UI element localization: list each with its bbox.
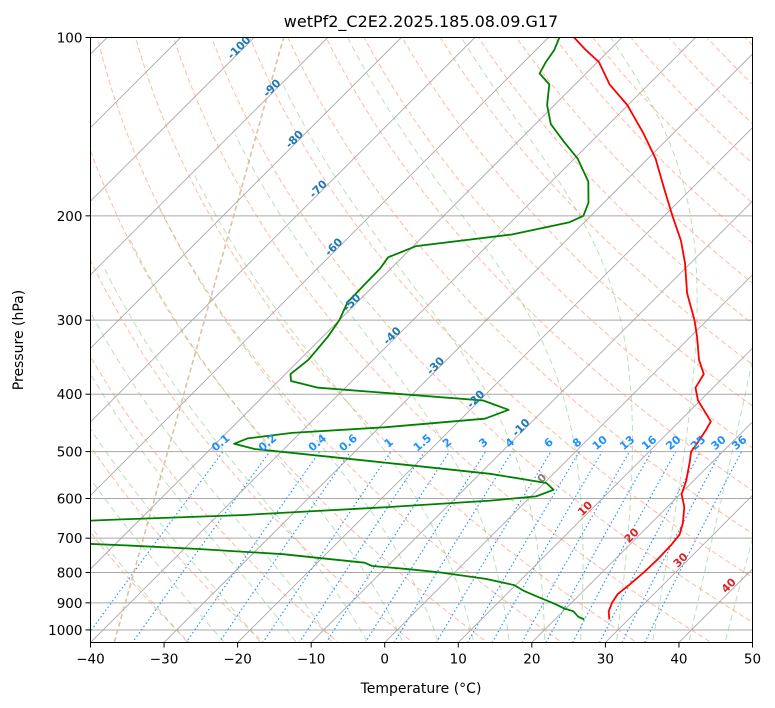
plot-area: 0.1 0.2 0.4 0.6 1 1.5 2 3 4 6 8 10 13 16 20 25 30 36-100-…	[90, 37, 753, 643]
mixing-ratio-lines	[90, 451, 743, 643]
isotherm-line	[90, 37, 476, 423]
moist-adiabat-line	[128, 237, 404, 643]
mixing-ratio-line	[393, 451, 513, 643]
moist-adiabat-line	[234, 134, 510, 643]
isotherm-line	[90, 37, 255, 202]
moist-adiabat-line	[347, 37, 584, 643]
temperature-profile-line	[573, 37, 712, 620]
y-tick-label: 700	[57, 531, 83, 547]
dry-adiabat-line	[211, 37, 753, 623]
y-tick-label: 1000	[48, 623, 82, 639]
isotherm-line	[90, 37, 623, 570]
moist-adiabat-line	[724, 536, 753, 643]
y-axis-title: Pressure (hPa)	[11, 290, 27, 390]
dry-adiabat-line	[325, 37, 753, 492]
mixing-ratio-line	[325, 451, 450, 643]
isotherm-line	[605, 494, 753, 643]
y-tick-label: 900	[57, 596, 83, 612]
x-tick-label: 50	[744, 652, 761, 668]
y-tick-label: 200	[57, 209, 83, 225]
isotherm-line	[90, 37, 696, 643]
mixing-ratio-line	[262, 451, 392, 643]
isotherm-line	[310, 200, 753, 643]
moist-adiabat-line	[460, 37, 633, 643]
moist-adiabat-line	[193, 173, 475, 643]
isotherm-line	[90, 37, 329, 276]
y-tick-label: 400	[57, 387, 83, 403]
lcl-guide-curve	[113, 37, 285, 643]
moist-adiabat-line	[90, 525, 189, 643]
isotherm-line	[90, 37, 402, 349]
moist-adiabat-line	[90, 428, 262, 643]
lcl-guide-line	[113, 37, 285, 643]
x-tick-label: 20	[523, 652, 540, 668]
mixing-ratio-line	[466, 451, 580, 643]
chart-title: wetPf2_C2E2.2025.185.08.09.G17	[284, 12, 558, 32]
mixing-ratio-line	[185, 451, 321, 643]
moist-adiabat-line	[90, 373, 298, 643]
x-tick-label: −20	[223, 652, 252, 668]
dry-adiabat-line	[249, 37, 753, 579]
y-tick-label: 300	[57, 313, 83, 329]
dry-adiabat-line	[96, 37, 563, 643]
y-tick-label: 600	[57, 492, 83, 508]
x-tick-label: −30	[150, 652, 179, 668]
x-tick-label: −40	[76, 652, 105, 668]
isotherm-line	[457, 347, 753, 643]
dry-adiabat-line	[173, 37, 713, 643]
mixing-ratio-line	[598, 451, 701, 643]
moist-adiabat-line	[90, 311, 333, 643]
isotherm-line	[90, 37, 549, 497]
dry-adiabat-line	[90, 355, 340, 643]
sounding-series	[90, 37, 712, 621]
isotherm-line	[531, 421, 753, 643]
mixing-ratio-line	[435, 451, 552, 643]
pressure-gridlines	[90, 37, 753, 631]
y-tick-label: 800	[57, 566, 83, 582]
plot-frame	[90, 37, 753, 643]
moist-adiabat-line	[90, 478, 225, 643]
mixing-ratio-line	[571, 451, 677, 643]
moist-adiabat-line	[610, 37, 698, 643]
dry-adiabat-line	[90, 259, 414, 643]
dry-adiabat-line	[134, 37, 638, 643]
skewed-isotherms	[90, 37, 753, 643]
isotherm-line	[384, 274, 753, 643]
mixing-ratio-line	[218, 451, 351, 643]
mixing-ratio-line	[90, 451, 224, 633]
isotherm-line	[237, 126, 753, 643]
mixing-ratio-line	[298, 451, 426, 643]
dry-adiabat-line	[401, 37, 753, 407]
x-tick-label: 0	[380, 652, 389, 668]
dry-adiabat-line	[287, 37, 753, 535]
isotherm-line	[163, 53, 753, 643]
x-tick-label: 10	[450, 652, 467, 668]
moist-adiabat-line	[158, 207, 439, 643]
x-tick-label: −10	[297, 652, 326, 668]
y-tick-label: 100	[57, 31, 83, 47]
axes: −40 −30 −20 −10 0 10 20 30 40 50 1000 900 800 700 600 5…	[48, 31, 761, 668]
dry-adiabats	[90, 37, 753, 643]
x-tick-label: 30	[597, 652, 614, 668]
moist-adiabats	[90, 37, 753, 643]
x-tick-label: 40	[670, 652, 687, 668]
y-tick-label: 500	[57, 445, 83, 461]
dewpoint-profile-line	[90, 37, 590, 621]
moist-adiabat-line	[688, 357, 753, 643]
dry-adiabat-line	[515, 37, 753, 284]
mixing-ratio-line	[491, 451, 603, 643]
dry-adiabat-line	[90, 531, 190, 643]
x-axis-title: Temperature (°C)	[360, 681, 482, 697]
